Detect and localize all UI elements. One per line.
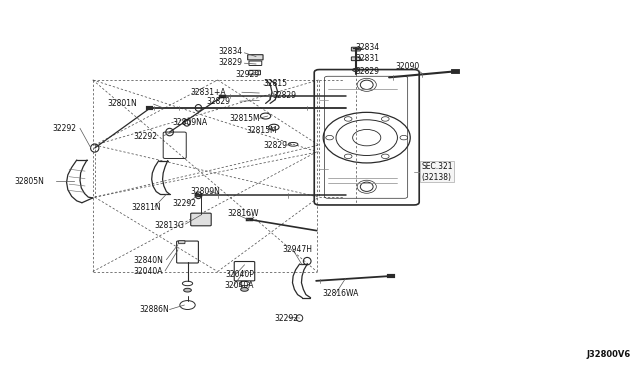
Text: 32090: 32090 (396, 62, 420, 71)
Text: 32292: 32292 (274, 314, 298, 323)
Text: 32886N: 32886N (140, 305, 169, 314)
Text: 32292: 32292 (133, 132, 157, 141)
Text: 32292: 32292 (52, 124, 77, 133)
Text: 32829: 32829 (264, 141, 288, 150)
Ellipse shape (241, 288, 248, 291)
FancyBboxPatch shape (351, 57, 360, 61)
Ellipse shape (184, 288, 191, 292)
FancyBboxPatch shape (179, 241, 185, 244)
Text: SEC.321
(32138): SEC.321 (32138) (421, 162, 452, 182)
Text: 32831+A: 32831+A (191, 88, 227, 97)
Text: 32816W: 32816W (227, 209, 259, 218)
Text: 32040A: 32040A (224, 281, 253, 290)
Text: 32815M: 32815M (229, 114, 260, 123)
Text: 32813G: 32813G (155, 221, 185, 230)
Text: 32816WA: 32816WA (323, 289, 359, 298)
FancyBboxPatch shape (351, 47, 360, 51)
Text: 32809N: 32809N (191, 187, 221, 196)
Text: 32829: 32829 (219, 58, 243, 67)
Text: 32831: 32831 (355, 54, 380, 62)
Text: 32834: 32834 (219, 47, 243, 56)
Text: 32829: 32829 (355, 67, 380, 76)
Text: 32840N: 32840N (133, 256, 163, 265)
Text: 32947H: 32947H (283, 246, 313, 254)
Text: 32040A: 32040A (133, 267, 163, 276)
Text: J32800V6: J32800V6 (586, 350, 630, 359)
Text: 32834: 32834 (355, 43, 380, 52)
Text: 32801N: 32801N (108, 99, 137, 108)
Text: 32929: 32929 (236, 70, 260, 79)
Text: 32809NA: 32809NA (173, 118, 208, 127)
Text: 32829: 32829 (206, 97, 230, 106)
Text: 32292: 32292 (173, 199, 197, 208)
FancyBboxPatch shape (191, 213, 211, 226)
Text: 32811N: 32811N (131, 203, 161, 212)
Text: 32805N: 32805N (14, 177, 44, 186)
FancyBboxPatch shape (248, 55, 263, 60)
Text: 32040P: 32040P (225, 270, 254, 279)
Text: 32829: 32829 (272, 91, 296, 100)
Text: 32815: 32815 (264, 79, 288, 88)
Text: 32815M: 32815M (246, 126, 277, 135)
